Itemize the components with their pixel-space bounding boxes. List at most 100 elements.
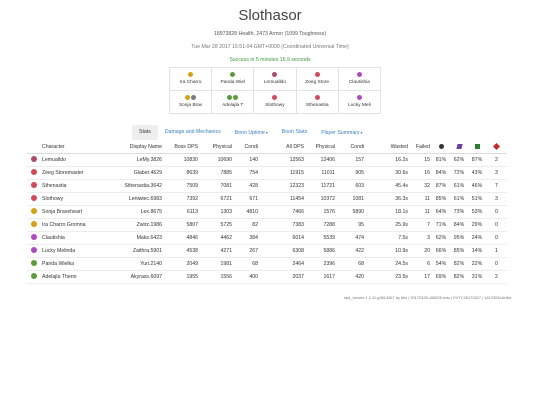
squad-member: Clautishia (337, 67, 382, 91)
downs-count: 0 (486, 231, 507, 245)
scholar-icon (438, 144, 444, 150)
tab-boon-stats[interactable]: Boon Stats (275, 125, 314, 140)
header-might[interactable] (468, 142, 486, 154)
boss-condi: 428 (234, 179, 260, 193)
might-uptime: 87% (468, 153, 486, 167)
might-uptime: 22% (468, 257, 486, 271)
tab-player-summary[interactable]: Player Summary▾ (314, 125, 369, 140)
downs-count: 3 (486, 192, 507, 206)
profession-icon (191, 95, 197, 101)
wasted-time: 45.4s (366, 179, 410, 193)
downs-count: 2 (486, 270, 507, 284)
profession-cell (27, 205, 40, 219)
all-physical: 1617 (306, 270, 337, 284)
header-scholar[interactable] (432, 142, 450, 154)
squad-row: Ira Charro Panda Wiel Lemualldo Zeeg Store C… (168, 67, 382, 91)
all-physical: 5886 (306, 244, 337, 258)
wasted-time: 16.2s (366, 153, 410, 167)
tab-stats[interactable]: Stats (132, 125, 158, 140)
failed-count: 16 (410, 166, 432, 180)
header-physical[interactable]: Physical (200, 142, 234, 154)
all-physical: 10372 (306, 192, 337, 206)
fury-uptime: 82% (450, 257, 468, 271)
boss-physical: 4271 (200, 244, 234, 258)
squad-member: Panda Wiel (211, 67, 255, 91)
profession-icon (30, 273, 37, 280)
squad-member: Slothowy (253, 90, 297, 114)
boss-dps: 7392 (164, 192, 200, 206)
squad-member-name: Slothowy (265, 103, 285, 108)
wasted-time: 7.5s (366, 231, 410, 245)
boss-physical: 5725 (200, 218, 234, 232)
boss-dps: 8639 (164, 166, 200, 180)
failed-count: 6 (410, 257, 432, 271)
fury-uptime: 61% (450, 179, 468, 193)
tab-label: Boon Uptime (234, 130, 265, 136)
all-dps: 6014 (260, 231, 306, 245)
all-physical: 2396 (306, 257, 337, 271)
header-condi-all[interactable]: Condi (337, 142, 366, 154)
squad-member: Sonja Brav (168, 90, 213, 114)
boss-condi: 82 (234, 218, 260, 232)
squad-member-name: Zeeg Store (305, 80, 330, 85)
squad-member-name: Panda Wiel (220, 80, 245, 85)
might-uptime: 14% (468, 244, 486, 258)
header-wasted[interactable]: Wasted (366, 142, 410, 154)
might-uptime: 46% (468, 179, 486, 193)
tab-damage-and-mechanics[interactable]: Damage and Mechanics (158, 125, 228, 140)
page-title: Slothasor (238, 7, 302, 24)
wasted-time: 30.6s (366, 166, 410, 180)
profession-icon (314, 72, 320, 78)
display-name: Akyrass.6097 (112, 270, 164, 284)
profession-cell (27, 179, 40, 193)
header-physical-all[interactable]: Physical (306, 142, 337, 154)
boss-dps: 2049 (164, 257, 200, 271)
wasted-time: 10.9s (366, 244, 410, 258)
header-prof-col (27, 142, 40, 154)
failed-count: 11 (410, 192, 432, 206)
all-condi: 157 (337, 153, 366, 167)
boss-physical: 4462 (200, 231, 234, 245)
header-fury[interactable] (450, 142, 468, 154)
profession-icon (30, 247, 37, 254)
all-dps: 7383 (260, 218, 306, 232)
header-character[interactable]: Character (40, 142, 112, 154)
fury-uptime: 85% (450, 244, 468, 258)
boss-dps: 5807 (164, 218, 200, 232)
profession-icons (254, 95, 295, 102)
profession-cell (27, 244, 40, 258)
profession-cell (27, 192, 40, 206)
tab-boon-uptime[interactable]: Boon Uptime▾ (228, 125, 275, 140)
failed-count: 15 (410, 153, 432, 167)
profession-icons (170, 72, 211, 79)
fury-uptime: 95% (450, 231, 468, 245)
squad-member-name: Adelajla T (222, 103, 244, 108)
table-header-row: Character Display Name Boss DPS Physical… (27, 142, 507, 154)
header-failed[interactable]: Failed (410, 142, 432, 154)
failed-count: 20 (410, 244, 432, 258)
squad-member-name: Ira Charro (179, 80, 202, 85)
header-all-dps[interactable]: All DPS (260, 142, 306, 154)
header-downs[interactable] (486, 142, 507, 154)
profession-icons (212, 72, 253, 79)
downs-count: 3 (486, 166, 507, 180)
profession-icons (170, 95, 211, 102)
profession-icons (339, 72, 380, 79)
profession-icons (254, 72, 295, 79)
fury-uptime: 84% (450, 218, 468, 232)
boss-physical: 10690 (200, 153, 234, 167)
all-dps: 2464 (260, 257, 306, 271)
wasted-time: 36.3s (366, 192, 410, 206)
header-display-name[interactable]: Display Name (112, 142, 164, 154)
profession-cell (27, 231, 40, 245)
character-name: Zeeg Storemaster (40, 166, 112, 180)
profession-icon (30, 195, 37, 202)
all-condi: 95 (337, 218, 366, 232)
squad-member: Sthenastia (295, 90, 339, 114)
wasted-time: 25.9s (366, 218, 410, 232)
header-condi[interactable]: Condi (234, 142, 260, 154)
header-boss-dps[interactable]: Boss DPS (164, 142, 200, 154)
boss-physical: 7081 (200, 179, 234, 193)
squad-member: Zeeg Store (295, 67, 339, 91)
profession-icons (297, 95, 338, 102)
